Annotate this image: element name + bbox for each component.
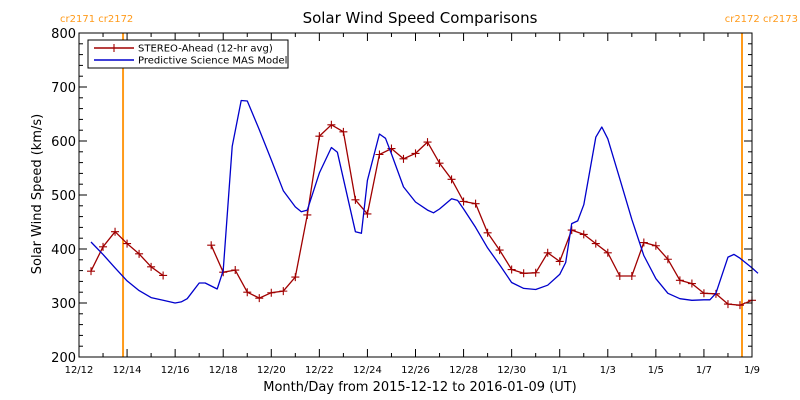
chart-title: Solar Wind Speed Comparisons: [303, 9, 538, 27]
data-point-marker: [159, 271, 168, 280]
series-line-mas-model: [90, 99, 759, 304]
data-point-marker: [651, 241, 660, 250]
x-tick-label: 1/1: [552, 365, 568, 376]
plot-frame: [78, 32, 753, 358]
data-point-marker: [339, 127, 348, 136]
data-point-marker: [495, 246, 504, 255]
y-tick-label: 800: [51, 27, 76, 42]
x-axis-label: Month/Day from 2015-12-12 to 2016-01-09 …: [263, 380, 576, 395]
data-point-marker: [291, 273, 300, 282]
x-tick-label: 12/12: [65, 365, 94, 376]
data-point-marker: [327, 120, 336, 129]
y-tick-label: 200: [51, 351, 76, 366]
data-point-marker: [615, 272, 624, 280]
data-point-marker: [255, 294, 264, 303]
data-point-marker: [699, 289, 708, 298]
data-point-marker: [207, 241, 216, 250]
data-point-marker: [399, 154, 408, 163]
x-tick-label: 12/22: [305, 365, 334, 376]
plot-area: 200 300 400 500 600 700 800 12/12 12/14 12/16 12/1…: [51, 14, 798, 376]
y-tick-label: 300: [51, 297, 76, 312]
data-point-marker: [507, 265, 516, 274]
data-point-marker: [723, 300, 732, 309]
data-point-marker: [111, 227, 120, 236]
data-point-marker: [459, 197, 468, 206]
x-tick-label: 12/20: [257, 365, 286, 376]
data-point-marker: [531, 268, 540, 277]
x-tick-label: 12/30: [497, 365, 526, 376]
data-point-marker: [351, 195, 360, 204]
data-point-marker: [411, 149, 420, 158]
data-point-marker: [123, 239, 132, 248]
data-point-marker: [231, 266, 240, 275]
data-point-marker: [243, 288, 252, 297]
y-tick-label: 500: [51, 189, 76, 204]
data-point-marker: [435, 159, 444, 168]
carrington-marker-label: cr2172 cr2173: [725, 14, 798, 25]
data-point-marker: [519, 269, 528, 278]
data-point-marker: [543, 248, 552, 257]
legend-entry: STEREO-Ahead (12-hr avg): [138, 44, 273, 55]
x-tick-label: 1/9: [744, 365, 760, 376]
legend-marker: [110, 44, 118, 52]
data-point-marker: [99, 242, 108, 251]
data-point-marker: [375, 150, 384, 159]
data-point-marker: [87, 267, 96, 276]
y-axis-label: Solar Wind Speed (km/s): [30, 114, 45, 274]
data-point-marker: [627, 272, 636, 280]
data-point-marker: [735, 301, 744, 310]
data-point-marker: [147, 262, 156, 271]
series-line-stereo-ahead: [210, 124, 753, 306]
data-point-marker: [639, 238, 648, 247]
data-point-marker: [135, 249, 144, 258]
x-tick-label: 12/16: [161, 365, 190, 376]
data-point-marker: [363, 209, 372, 218]
data-point-marker: [267, 288, 276, 297]
data-point-marker: [579, 230, 588, 239]
x-tick-label: 12/28: [449, 365, 478, 376]
y-tick-label: 600: [51, 135, 76, 150]
legend-entry: Predictive Science MAS Model: [138, 56, 287, 67]
data-point-marker: [303, 210, 312, 219]
data-point-marker: [555, 257, 564, 266]
y-tick-label: 700: [51, 81, 76, 96]
x-tick-label: 1/5: [648, 365, 664, 376]
carrington-marker-label: cr2171 cr2172: [60, 14, 133, 25]
x-tick-label: 12/26: [401, 365, 430, 376]
data-point-marker: [603, 248, 612, 257]
x-tick-label: 1/7: [696, 365, 712, 376]
legend-box: [87, 39, 289, 69]
data-point-marker: [687, 279, 696, 288]
y-tick-label: 400: [51, 243, 76, 258]
x-tick-label: 1/3: [600, 365, 616, 376]
data-point-marker: [423, 138, 432, 147]
data-point-marker: [663, 255, 672, 264]
data-point-marker: [447, 175, 456, 184]
data-point-marker: [483, 228, 492, 237]
data-point-marker: [279, 287, 288, 296]
data-point-marker: [591, 239, 600, 248]
x-tick-label: 12/24: [353, 365, 382, 376]
data-point-marker: [675, 276, 684, 285]
data-point-marker: [471, 199, 480, 208]
x-tick-label: 12/14: [113, 365, 142, 376]
data-point-marker: [315, 132, 324, 141]
x-tick-label: 12/18: [209, 365, 238, 376]
